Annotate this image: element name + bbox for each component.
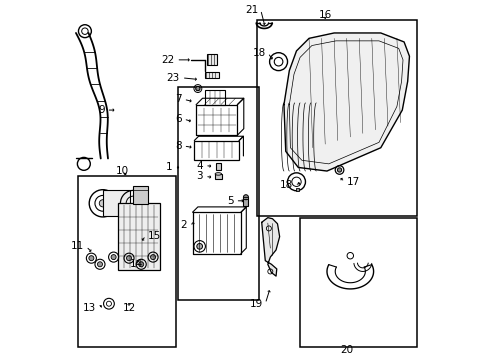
Text: 19: 19 [250, 299, 263, 309]
Text: 7: 7 [175, 94, 182, 104]
Ellipse shape [215, 173, 221, 175]
Bar [118, 203, 159, 270]
Bar [204, 72, 218, 78]
Text: 22: 22 [161, 55, 174, 65]
Text: 20: 20 [340, 345, 352, 355]
Bar [243, 197, 248, 206]
Bar [300, 218, 416, 347]
Text: 16: 16 [318, 10, 331, 20]
Circle shape [126, 256, 131, 261]
Text: 8: 8 [175, 141, 182, 151]
Text: 18: 18 [252, 48, 265, 58]
Circle shape [97, 262, 102, 267]
Circle shape [111, 255, 116, 260]
Text: 18: 18 [279, 180, 292, 190]
Circle shape [195, 86, 200, 91]
Bar [243, 197, 248, 199]
Circle shape [196, 243, 202, 249]
Text: 1: 1 [166, 162, 172, 172]
Text: 9: 9 [98, 105, 104, 115]
Text: 13: 13 [83, 303, 96, 314]
Bar [102, 190, 129, 216]
Text: 14: 14 [130, 259, 143, 269]
Text: 17: 17 [346, 177, 359, 187]
Text: 12: 12 [122, 303, 135, 314]
Bar [295, 188, 299, 191]
Bar [194, 140, 239, 160]
Circle shape [243, 195, 248, 200]
Text: 2: 2 [180, 220, 187, 230]
Polygon shape [284, 33, 408, 171]
Bar [257, 21, 416, 216]
Text: 6: 6 [175, 114, 182, 124]
Bar [206, 54, 217, 65]
Text: 11: 11 [71, 241, 84, 251]
Bar [204, 90, 224, 105]
Text: 4: 4 [196, 161, 203, 171]
Bar [178, 87, 258, 300]
Bar [78, 176, 176, 347]
Circle shape [89, 256, 94, 261]
Text: 15: 15 [147, 231, 161, 240]
Polygon shape [261, 218, 279, 276]
Text: 10: 10 [116, 166, 129, 176]
Bar [133, 186, 147, 204]
Bar [215, 163, 221, 170]
Text: 5: 5 [226, 196, 233, 206]
Bar [215, 174, 221, 179]
Circle shape [337, 168, 341, 172]
Circle shape [99, 200, 106, 207]
Circle shape [139, 262, 143, 267]
Text: 21: 21 [245, 5, 258, 15]
Circle shape [150, 255, 155, 260]
Text: 3: 3 [196, 171, 203, 181]
Text: 23: 23 [166, 73, 180, 83]
